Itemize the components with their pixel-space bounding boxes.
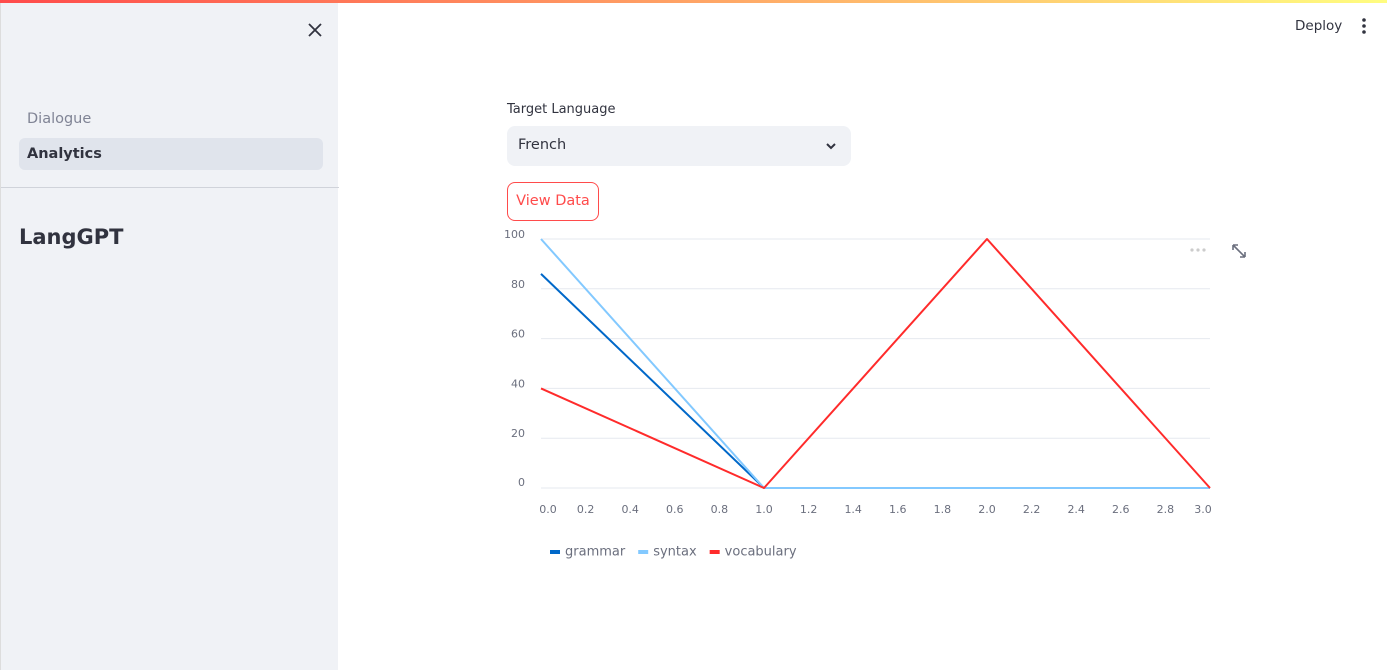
close-sidebar[interactable] bbox=[306, 21, 324, 39]
nav-link[interactable]: Dialogue bbox=[27, 111, 92, 127]
select-label: Target Language bbox=[507, 102, 616, 117]
main-menu[interactable] bbox=[1356, 17, 1372, 35]
x-tick-label: 0.2 bbox=[577, 503, 595, 516]
x-tick-label: 3.0 bbox=[1194, 503, 1212, 516]
line-series bbox=[540, 238, 1211, 489]
x-tick-label: 2.0 bbox=[978, 503, 996, 516]
x-tick-label: 1.6 bbox=[889, 503, 907, 516]
x-tick-label: 1.0 bbox=[755, 503, 773, 516]
legend-label: vocabulary bbox=[725, 545, 797, 560]
x-tick-label: 2.8 bbox=[1157, 503, 1175, 516]
fullscreen-button[interactable] bbox=[1232, 244, 1246, 258]
x-tick-label: 1.4 bbox=[844, 503, 862, 516]
x-tick-label: 0.4 bbox=[621, 503, 639, 516]
x-tick-label: 2.2 bbox=[1023, 503, 1041, 516]
x-tick-label: 1.8 bbox=[934, 503, 952, 516]
divider bbox=[1, 187, 339, 188]
y-tick-label: 80 bbox=[511, 278, 525, 291]
y-tick-label: 60 bbox=[511, 328, 525, 341]
legend-swatch bbox=[550, 550, 560, 554]
top-decoration bbox=[0, 0, 1387, 3]
x-tick-label: 2.6 bbox=[1112, 503, 1130, 516]
x-tick-label: 2.4 bbox=[1067, 503, 1085, 516]
legend-label: grammar bbox=[565, 545, 626, 560]
sidebar: Dialogue Analytics LangGPT bbox=[0, 3, 339, 670]
line-series bbox=[540, 238, 1210, 489]
view-data-button[interactable]: View Data bbox=[507, 182, 599, 221]
deploy-button[interactable]: Deploy bbox=[1295, 18, 1343, 34]
x-tick-label: 0.0 bbox=[539, 503, 557, 516]
select-value: French bbox=[518, 137, 567, 153]
legend-swatch bbox=[638, 550, 649, 554]
line-series bbox=[540, 273, 1210, 489]
y-tick-label: 0 bbox=[518, 476, 525, 489]
sidebar-title: LangGPT bbox=[19, 225, 124, 249]
legend-swatch bbox=[709, 550, 720, 554]
nav-link[interactable]: Analytics bbox=[19, 138, 323, 170]
y-tick-label: 20 bbox=[511, 427, 525, 440]
chevron bbox=[826, 143, 836, 150]
chart: 0 20 40 60 80 100 0.0 0.2 0.4 0.6 0.8 1.0 1.2 1.4 1.6 1… bbox=[504, 230, 1246, 560]
chart-menu[interactable] bbox=[1190, 248, 1206, 252]
x-tick-label: 0.6 bbox=[666, 503, 684, 516]
y-tick-label: 100 bbox=[504, 230, 525, 241]
legend-label: syntax bbox=[653, 545, 697, 560]
x-tick-label: 1.2 bbox=[800, 503, 818, 516]
y-tick-label: 40 bbox=[511, 377, 525, 390]
language-select[interactable]: French bbox=[507, 126, 851, 166]
x-tick-label: 0.8 bbox=[711, 503, 729, 516]
